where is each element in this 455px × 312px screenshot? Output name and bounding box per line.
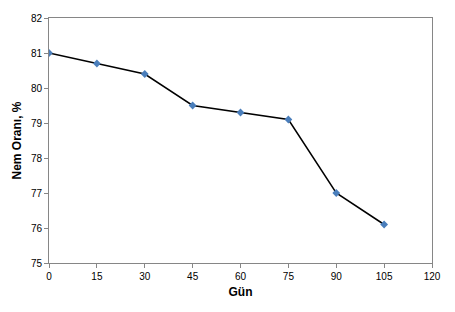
svg-text:77: 77	[31, 188, 43, 199]
svg-text:75: 75	[283, 271, 295, 282]
svg-text:79: 79	[31, 118, 43, 129]
svg-text:75: 75	[31, 258, 43, 269]
svg-text:0: 0	[46, 271, 52, 282]
svg-text:30: 30	[139, 271, 151, 282]
svg-text:120: 120	[424, 271, 441, 282]
svg-text:82: 82	[31, 13, 43, 24]
svg-text:76: 76	[31, 223, 43, 234]
svg-text:60: 60	[235, 271, 247, 282]
svg-text:105: 105	[376, 271, 393, 282]
svg-text:78: 78	[31, 153, 43, 164]
svg-text:81: 81	[31, 48, 43, 59]
svg-text:15: 15	[91, 271, 103, 282]
svg-text:Gün: Gün	[229, 285, 253, 299]
svg-text:45: 45	[187, 271, 199, 282]
svg-text:80: 80	[31, 83, 43, 94]
svg-text:Nem Oranı, %: Nem Oranı, %	[10, 101, 24, 179]
svg-text:90: 90	[331, 271, 343, 282]
